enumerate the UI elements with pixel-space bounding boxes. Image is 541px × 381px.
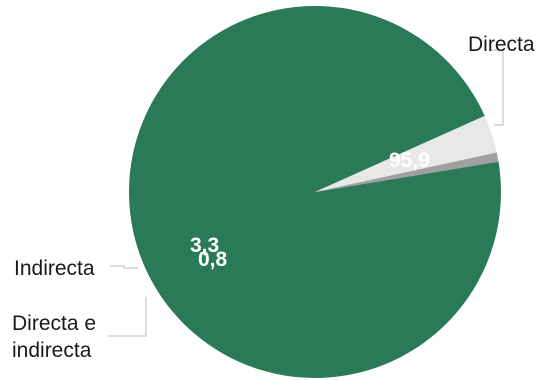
data-label-directa-e-indirecta: 0,8 bbox=[198, 248, 228, 271]
leader-line-directa bbox=[490, 49, 504, 126]
pie-slice-indirecta bbox=[315, 115, 497, 192]
leader-line-directa-e-indirecta bbox=[108, 297, 147, 337]
pie-slice-directa-e-indirecta bbox=[315, 152, 499, 192]
leader-line-indirecta bbox=[110, 265, 138, 269]
data-label-indirecta: 3,3 bbox=[190, 234, 219, 257]
category-label-directa-e-indirecta-line1: Directa e bbox=[12, 312, 96, 335]
category-label-directa: Directa bbox=[468, 33, 535, 56]
pie-slices bbox=[128, 5, 501, 378]
category-label-indirecta: Indirecta bbox=[14, 257, 95, 280]
category-label-directa-e-indirecta-line2: indirecta bbox=[12, 339, 92, 362]
data-label-directa: 95,9 bbox=[389, 149, 430, 172]
pie-slice-directa bbox=[128, 5, 501, 378]
